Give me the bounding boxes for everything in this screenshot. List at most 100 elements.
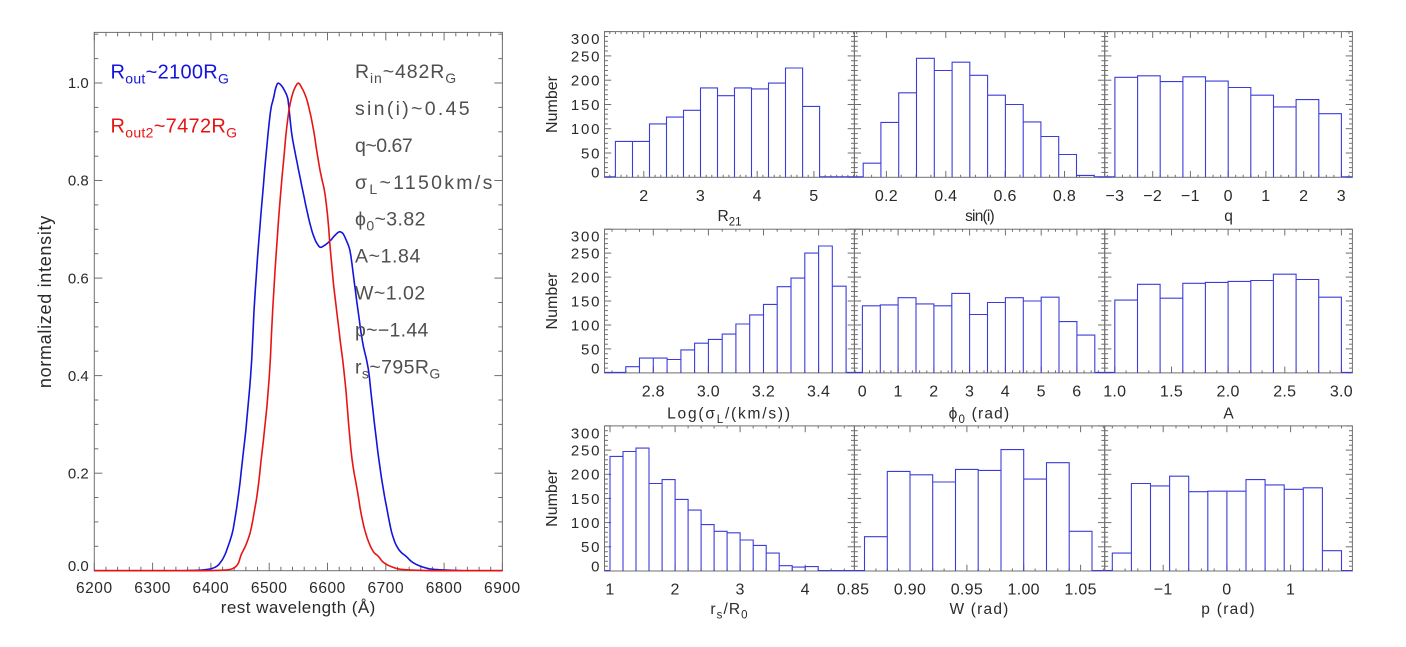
svg-text:100: 100 [571, 317, 601, 334]
svg-text:6400: 6400 [193, 580, 230, 597]
svg-text:0.0: 0.0 [68, 558, 89, 575]
svg-text:0: 0 [591, 360, 601, 377]
svg-text:1.05: 1.05 [1064, 582, 1096, 599]
svg-text:5: 5 [809, 188, 818, 205]
svg-text:100: 100 [571, 515, 601, 532]
svg-text:2.5: 2.5 [1273, 383, 1296, 400]
svg-text:150: 150 [571, 293, 601, 310]
svg-text:1.00: 1.00 [1008, 582, 1040, 599]
svg-text:200: 200 [571, 467, 601, 484]
svg-text:4: 4 [1001, 383, 1010, 400]
svg-text:150: 150 [571, 491, 601, 508]
svg-text:Rout2​~7472RG​: Rout2​~7472RG​ [111, 115, 238, 140]
svg-text:rest wavelength (Å): rest wavelength (Å) [221, 598, 376, 617]
svg-text:3: 3 [735, 582, 744, 599]
svg-text:−1: −1 [1181, 188, 1200, 205]
svg-text:0.6: 0.6 [68, 270, 89, 287]
svg-text:6: 6 [1072, 383, 1081, 400]
svg-text:0: 0 [591, 558, 601, 575]
svg-text:3.0: 3.0 [697, 383, 720, 400]
svg-text:rs​~795RG​: rs​~795RG​ [355, 356, 441, 381]
svg-text:0: 0 [591, 165, 601, 182]
svg-text:0.95: 0.95 [951, 582, 983, 599]
svg-text:W (rad): W (rad) [949, 601, 1009, 618]
svg-text:50: 50 [581, 341, 601, 358]
svg-text:2.0: 2.0 [1217, 383, 1240, 400]
svg-text:1: 1 [893, 383, 902, 400]
svg-text:3: 3 [1337, 188, 1346, 205]
svg-text:6200: 6200 [76, 580, 113, 597]
svg-text:6800: 6800 [426, 580, 463, 597]
svg-text:100: 100 [571, 121, 601, 138]
svg-text:1.0: 1.0 [68, 75, 89, 92]
svg-text:3: 3 [696, 188, 705, 205]
svg-text:p~−1.44: p~−1.44 [355, 319, 429, 341]
svg-text:6600: 6600 [309, 580, 346, 597]
svg-text:ϕ0​ (rad): ϕ0​ (rad) [949, 406, 1011, 427]
svg-text:250: 250 [571, 443, 601, 460]
svg-text:250: 250 [571, 246, 601, 263]
svg-text:0.6: 0.6 [994, 188, 1017, 205]
svg-text:3.0: 3.0 [1330, 383, 1353, 400]
svg-text:W~1.02: W~1.02 [355, 283, 426, 305]
svg-text:50: 50 [581, 539, 601, 556]
svg-text:0: 0 [1222, 582, 1231, 599]
svg-text:0.8: 0.8 [68, 173, 89, 190]
svg-text:150: 150 [571, 97, 601, 114]
svg-text:−1: −1 [1154, 582, 1173, 599]
svg-text:2: 2 [1299, 188, 1308, 205]
svg-text:300: 300 [571, 425, 601, 442]
svg-text:6300: 6300 [134, 580, 171, 597]
svg-text:sin(i)~0.45: sin(i)~0.45 [355, 98, 472, 120]
svg-text:3.2: 3.2 [752, 383, 775, 400]
svg-text:Number: Number [544, 75, 561, 133]
svg-text:0.2: 0.2 [68, 465, 89, 482]
svg-text:A~1.84: A~1.84 [355, 246, 421, 268]
svg-text:R21​: R21​ [718, 208, 742, 229]
svg-text:50: 50 [581, 145, 601, 162]
svg-text:q: q [1224, 208, 1233, 225]
svg-text:3.4: 3.4 [807, 383, 830, 400]
svg-text:0.4: 0.4 [68, 368, 89, 385]
svg-text:6500: 6500 [251, 580, 288, 597]
svg-text:Rin​~482RG​: Rin​~482RG​ [355, 61, 457, 86]
svg-text:3: 3 [965, 383, 974, 400]
svg-text:rs​/R0​: rs​/R0​ [710, 601, 748, 622]
svg-text:0: 0 [858, 383, 867, 400]
svg-text:−2: −2 [1143, 188, 1162, 205]
svg-text:Rout​~2100RG​: Rout​~2100RG​ [111, 62, 230, 87]
svg-text:2: 2 [929, 383, 938, 400]
svg-text:sin(i): sin(i) [965, 208, 994, 225]
svg-text:Number: Number [544, 272, 561, 330]
svg-text:2.8: 2.8 [642, 383, 665, 400]
svg-text:−3: −3 [1105, 188, 1124, 205]
svg-text:300: 300 [571, 31, 601, 48]
svg-text:300: 300 [571, 229, 601, 246]
svg-text:p (rad): p (rad) [1201, 601, 1256, 618]
svg-text:Log(σL​/(km/s)): Log(σL​/(km/s)) [667, 406, 792, 427]
svg-text:A: A [1223, 406, 1234, 423]
svg-text:Number: Number [544, 469, 561, 527]
svg-text:0: 0 [1224, 188, 1233, 205]
svg-text:q~0.67: q~0.67 [355, 135, 412, 157]
svg-text:200: 200 [571, 270, 601, 287]
svg-text:2: 2 [639, 188, 648, 205]
svg-text:200: 200 [571, 73, 601, 90]
svg-text:0.90: 0.90 [894, 582, 926, 599]
svg-text:0.4: 0.4 [934, 188, 957, 205]
svg-text:1.0: 1.0 [1103, 383, 1126, 400]
svg-text:4: 4 [801, 582, 810, 599]
svg-text:6900: 6900 [484, 580, 521, 597]
svg-text:0.8: 0.8 [1053, 188, 1076, 205]
svg-text:0.2: 0.2 [875, 188, 898, 205]
svg-text:1: 1 [1261, 188, 1270, 205]
svg-text:6700: 6700 [367, 580, 404, 597]
svg-text:2: 2 [670, 582, 679, 599]
svg-text:1: 1 [1286, 582, 1295, 599]
svg-text:1.5: 1.5 [1160, 383, 1183, 400]
svg-text:1: 1 [605, 582, 614, 599]
svg-text:5: 5 [1037, 383, 1046, 400]
svg-text:σL​~1150km/s: σL​~1150km/s [355, 172, 495, 197]
svg-text:ϕ0​~3.82: ϕ0​~3.82 [355, 209, 426, 234]
svg-text:4: 4 [753, 188, 762, 205]
